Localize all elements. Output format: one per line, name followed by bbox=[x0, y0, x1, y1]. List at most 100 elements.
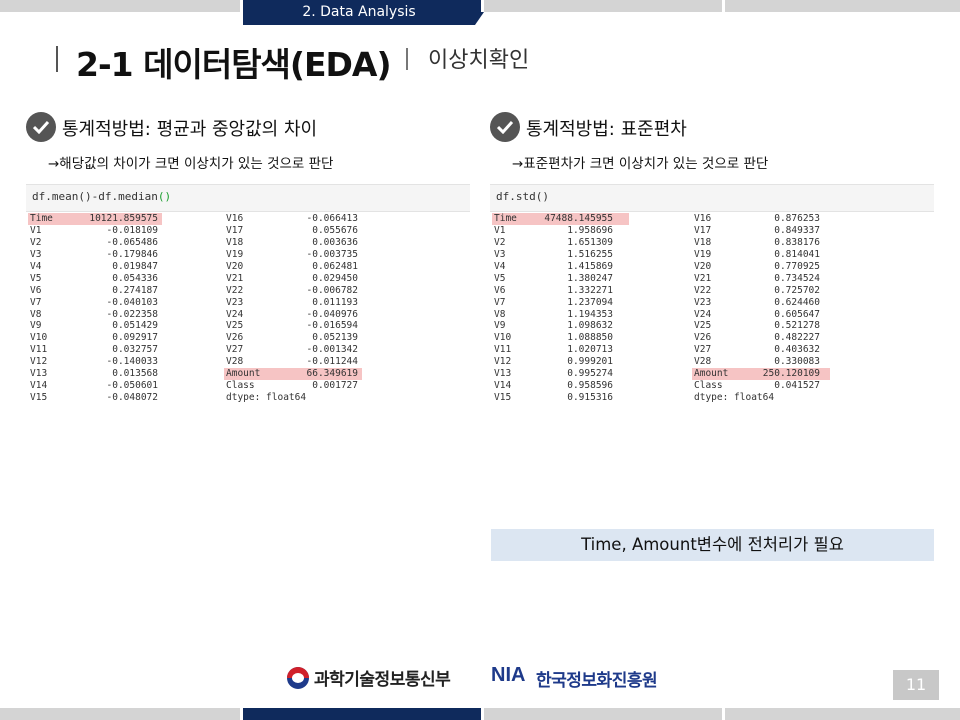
output-row: V25 -0.016594 bbox=[224, 320, 362, 332]
output-column: V16 -0.066413 V17 0.055676 V18 0.003636 V19 -0.… bbox=[224, 213, 362, 404]
output-row-name: V4 bbox=[494, 260, 506, 272]
output-row: V21 0.029450 bbox=[224, 273, 362, 285]
ministry-logo-text: 과학기술정보통신부 bbox=[314, 670, 451, 690]
output-row-name: V20 bbox=[694, 260, 712, 272]
output-row-name: V24 bbox=[694, 308, 712, 320]
output-row: V27 -0.001342 bbox=[224, 344, 362, 356]
output-row: V15 -0.048072 bbox=[28, 392, 162, 404]
output-row-value: 0.055676 bbox=[312, 224, 358, 236]
output-row-value: -0.006782 bbox=[306, 284, 358, 296]
output-row-value: 1.098632 bbox=[567, 320, 613, 332]
section-tab-notch bbox=[475, 12, 484, 25]
output-row-name: V2 bbox=[494, 236, 506, 248]
output-row-value: 0.876253 bbox=[774, 213, 820, 224]
output-row-name: Class bbox=[694, 380, 723, 392]
output-row-name: V19 bbox=[226, 248, 244, 260]
output-row: V17 0.055676 bbox=[224, 225, 362, 237]
output-row-value: 0.770925 bbox=[774, 260, 820, 272]
output-row: V24 0.605647 bbox=[692, 309, 830, 321]
output-row-value: 0.915316 bbox=[567, 392, 613, 404]
std-panel: 통계적방법: 표준편차 →표준편차가 크면 이상치가 있는 것으로 판단 df.… bbox=[490, 112, 934, 403]
output-row-value: 0.482227 bbox=[774, 332, 820, 344]
output-row-value: 1.651309 bbox=[567, 236, 613, 248]
output-row-value: -0.011244 bbox=[306, 356, 358, 368]
output-row-value: -0.016594 bbox=[306, 320, 358, 332]
output-row: V19 -0.003735 bbox=[224, 249, 362, 261]
output-row-name: V1 bbox=[30, 224, 42, 236]
output-row-name: V27 bbox=[226, 344, 244, 356]
output-row-value: 47488.145955 bbox=[544, 213, 613, 224]
output-row-name: Class bbox=[226, 380, 255, 392]
output-row: V20 0.062481 bbox=[224, 261, 362, 273]
output-row: V28 -0.011244 bbox=[224, 356, 362, 368]
nia-logo-mark: NIA bbox=[491, 664, 526, 686]
output-row: V12 0.999201 bbox=[492, 356, 629, 368]
output-row-name: V6 bbox=[494, 284, 506, 296]
output-row-name: V7 bbox=[494, 296, 506, 308]
output-row: V10 1.088850 bbox=[492, 332, 629, 344]
output-row-value: -0.040103 bbox=[106, 296, 158, 308]
output-row-name: V3 bbox=[30, 248, 42, 260]
output-row-name: V14 bbox=[30, 380, 48, 392]
output-row-value: 0.958596 bbox=[567, 380, 613, 392]
output-row: dtype: float64 bbox=[224, 392, 362, 404]
output-row-value: 0.013568 bbox=[112, 368, 158, 380]
output-row-value: 0.001727 bbox=[312, 380, 358, 392]
government-emblem-icon bbox=[287, 667, 309, 689]
output-row-value: 0.029450 bbox=[312, 272, 358, 284]
panel-header: 통계적방법: 평균과 중앙값의 차이 bbox=[26, 112, 474, 144]
code-expression: df.mean()-df.median bbox=[32, 190, 158, 203]
nia-logo-text: 한국정보화진흥원 bbox=[536, 671, 658, 691]
output-row: V22 0.725702 bbox=[692, 285, 830, 297]
output-row: V9 0.051429 bbox=[28, 320, 162, 332]
output-row: V11 0.032757 bbox=[28, 344, 162, 356]
output-row-value: 0.041527 bbox=[774, 380, 820, 392]
output-row-value: 1.088850 bbox=[567, 332, 613, 344]
output-row-value: 1.380247 bbox=[567, 272, 613, 284]
output-row-value: 0.011193 bbox=[312, 296, 358, 308]
output-row: Amount 66.349619 bbox=[224, 368, 362, 381]
output-row-name: V28 bbox=[226, 356, 244, 368]
page-number: 11 bbox=[893, 670, 939, 700]
output-row: Class 0.001727 bbox=[224, 380, 362, 392]
code-text: df.mean()-df.median() bbox=[32, 190, 171, 203]
output-row-value: -0.001342 bbox=[306, 344, 358, 356]
output-row-name: V9 bbox=[30, 320, 42, 332]
output-row: V3 1.516255 bbox=[492, 249, 629, 261]
output-row-name: V13 bbox=[30, 368, 48, 380]
output-row-name: V7 bbox=[30, 296, 42, 308]
bottom-band bbox=[0, 708, 960, 720]
output-row-name: V25 bbox=[226, 320, 244, 332]
output-row: V10 0.092917 bbox=[28, 332, 162, 344]
output-row-value: -0.022358 bbox=[106, 308, 158, 320]
output-row-value: 1.194353 bbox=[567, 308, 613, 320]
output-row-value: 0.995274 bbox=[567, 368, 613, 380]
output-row: V25 0.521278 bbox=[692, 320, 830, 332]
output-row-name: V3 bbox=[494, 248, 506, 260]
output-row: V22 -0.006782 bbox=[224, 285, 362, 297]
output-row-value: 0.003636 bbox=[312, 236, 358, 248]
output-row-name: V11 bbox=[30, 344, 48, 356]
emblem-center bbox=[292, 673, 304, 683]
output-column: Time 47488.145955 V1 1.958696 V2 1.651309 V3 1.… bbox=[492, 213, 629, 404]
output-row-value: -0.066413 bbox=[306, 213, 358, 224]
output-row-name: V10 bbox=[30, 332, 48, 344]
output-column: Time 10121.859575 V1 -0.018109 V2 -0.065486 V3… bbox=[28, 213, 162, 404]
output-row-value: 0.062481 bbox=[312, 260, 358, 272]
output-row: Time 10121.859575 bbox=[28, 213, 162, 225]
output-row-name: V18 bbox=[226, 236, 244, 248]
output-row: Time 47488.145955 bbox=[492, 213, 629, 225]
output-row-value: 0.052139 bbox=[312, 332, 358, 344]
output-row-value: 1.332271 bbox=[567, 284, 613, 296]
output-row-name: Time bbox=[30, 213, 53, 224]
output-row: V15 0.915316 bbox=[492, 392, 629, 404]
section-tab: 2. Data Analysis bbox=[243, 0, 475, 25]
output-row-name: V22 bbox=[694, 284, 712, 296]
output-row-name: V16 bbox=[226, 213, 244, 224]
code-cell: df.mean()-df.median() bbox=[26, 184, 470, 212]
output-row-name: Amount bbox=[694, 368, 729, 380]
output-row-name: V8 bbox=[494, 308, 506, 320]
output-row: Class 0.041527 bbox=[692, 380, 830, 392]
output-row-value: 0.814041 bbox=[774, 248, 820, 260]
output-row: V28 0.330083 bbox=[692, 356, 830, 368]
